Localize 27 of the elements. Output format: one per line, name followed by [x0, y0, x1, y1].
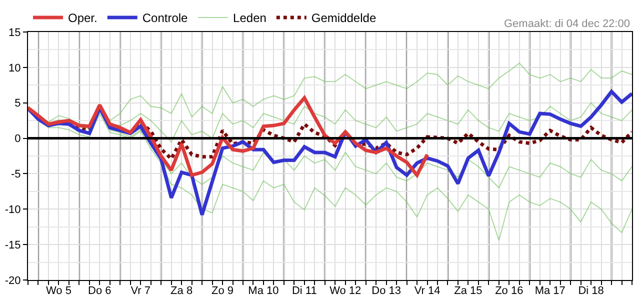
text: Gemaakt: di 04 dec 22:00 — [504, 18, 630, 30]
x-tick-label: Zo 16 — [495, 285, 524, 298]
x-tick-label: Do 13 — [372, 285, 401, 298]
y-tick-label: -20 — [4, 274, 21, 287]
legend-label: Controle — [142, 11, 188, 26]
y-tick-label: 15 — [8, 26, 21, 39]
y-tick-label: 5 — [14, 98, 21, 110]
legend-label: Leden — [233, 11, 266, 26]
x-tick-label: Wo 5 — [46, 285, 72, 298]
x-tick-label: Vr 14 — [414, 285, 440, 298]
legend-label: Oper. — [68, 11, 98, 26]
y-tick-label: 10 — [8, 62, 21, 74]
y-tick-label: -5 — [11, 168, 21, 181]
y-tick-label: -10 — [4, 204, 21, 216]
x-tick-label: Zo 9 — [212, 285, 234, 298]
x-tick-label: Do 6 — [88, 285, 112, 298]
x-tick-label: Vr 7 — [130, 285, 150, 298]
x-tick-label: Ma 17 — [534, 285, 566, 298]
x-tick-label: Za 15 — [454, 285, 482, 298]
x-tick-label: Di 18 — [578, 285, 604, 298]
legend-label: Gemiddelde — [311, 11, 376, 26]
y-tick-label: 0 — [14, 133, 21, 146]
x-tick-label: Di 11 — [292, 285, 317, 298]
x-tick-label: Za 8 — [170, 285, 193, 298]
y-tick-label: -15 — [4, 239, 21, 252]
x-tick-label: Ma 10 — [248, 285, 279, 298]
x-tick-label: Wo 12 — [330, 285, 362, 298]
